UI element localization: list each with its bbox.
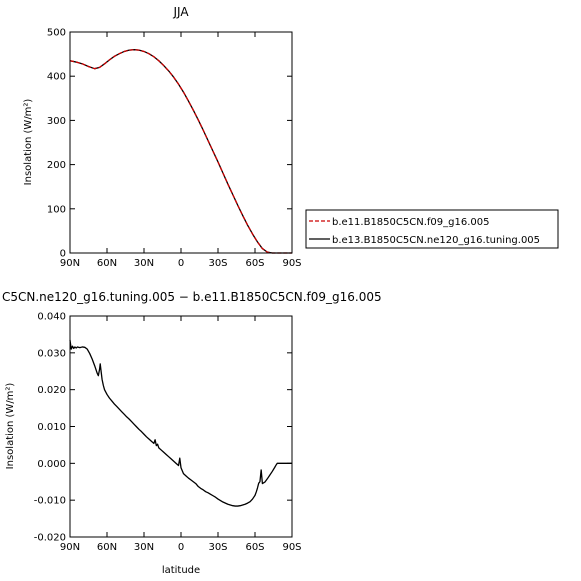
bottom-x-axis-label: latitude xyxy=(162,565,200,576)
x-tick-label: 90S xyxy=(282,542,301,553)
x-tick-label: 60N xyxy=(97,542,117,553)
y-tick-label: 500 xyxy=(47,28,66,39)
y-tick-label: 300 xyxy=(47,116,66,127)
y-tick-label: 100 xyxy=(47,204,66,215)
y-tick-label: 0.010 xyxy=(37,422,66,433)
bottom-plot-frame xyxy=(69,315,293,538)
legend-box xyxy=(305,209,559,249)
top-x-tick-labels: 90N 60N 30N 0 30S 60S 90S xyxy=(60,258,302,269)
y-tick-label: 400 xyxy=(47,72,66,83)
top-y-tick-labels: 0 100 200 300 400 500 xyxy=(47,28,66,260)
x-tick-label: 90N xyxy=(60,258,80,269)
y-tick-label: -0.020 xyxy=(34,533,66,544)
x-tick-label: 60S xyxy=(245,258,264,269)
series-line-1 xyxy=(69,49,292,254)
top-panel: JJA 0 100 200 300 400 500 90N 60N 30N 0 30S 60S 90S… xyxy=(23,5,302,269)
legend-label-series-2: b.e13.B1850C5CN.ne120_g16.tuning.005 xyxy=(332,235,540,246)
y-tick-label: 0.020 xyxy=(37,385,66,396)
x-tick-label: 90S xyxy=(282,258,301,269)
bottom-y-tick-labels: -0.020 -0.010 0.000 0.010 0.020 0.030 0.040 xyxy=(34,312,66,544)
bottom-y-axis-label: Insolation (W/m²) xyxy=(5,383,16,470)
x-tick-label: 30N xyxy=(134,258,154,269)
top-plot-frame xyxy=(69,31,293,254)
x-tick-label: 90N xyxy=(60,542,80,553)
series-line-1 xyxy=(69,339,292,507)
bottom-series-group xyxy=(69,339,292,507)
series-line-2 xyxy=(69,49,292,254)
x-tick-label: 60N xyxy=(97,258,117,269)
bottom-chart-title: C5CN.ne120_g16.tuning.005 − b.e11.B1850C… xyxy=(2,290,382,304)
y-tick-label: 200 xyxy=(47,160,66,171)
bottom-panel: C5CN.ne120_g16.tuning.005 − b.e11.B1850C… xyxy=(2,290,382,576)
x-tick-label: 0 xyxy=(178,542,184,553)
x-tick-label: 0 xyxy=(178,258,184,269)
y-tick-label: -0.010 xyxy=(34,496,66,507)
top-y-axis-label: Insolation (W/m²) xyxy=(23,99,34,186)
top-series-group xyxy=(69,49,292,254)
legend-label-series-1: b.e11.B1850C5CN.f09_g16.005 xyxy=(332,217,489,228)
top-chart-title: JJA xyxy=(172,5,189,19)
x-tick-label: 30N xyxy=(134,542,154,553)
y-tick-label: 0.040 xyxy=(37,312,66,323)
x-tick-label: 30S xyxy=(208,258,227,269)
x-tick-label: 60S xyxy=(245,542,264,553)
bottom-axis-ticks xyxy=(69,315,293,538)
y-tick-label: 0.000 xyxy=(37,459,66,470)
bottom-x-tick-labels: 90N 60N 30N 0 30S 60S 90S xyxy=(60,542,302,553)
x-tick-label: 30S xyxy=(208,542,227,553)
y-tick-label: 0 xyxy=(60,249,66,260)
legend: b.e11.B1850C5CN.f09_g16.005 b.e13.B1850C… xyxy=(305,209,559,249)
y-tick-label: 0.030 xyxy=(37,348,66,359)
